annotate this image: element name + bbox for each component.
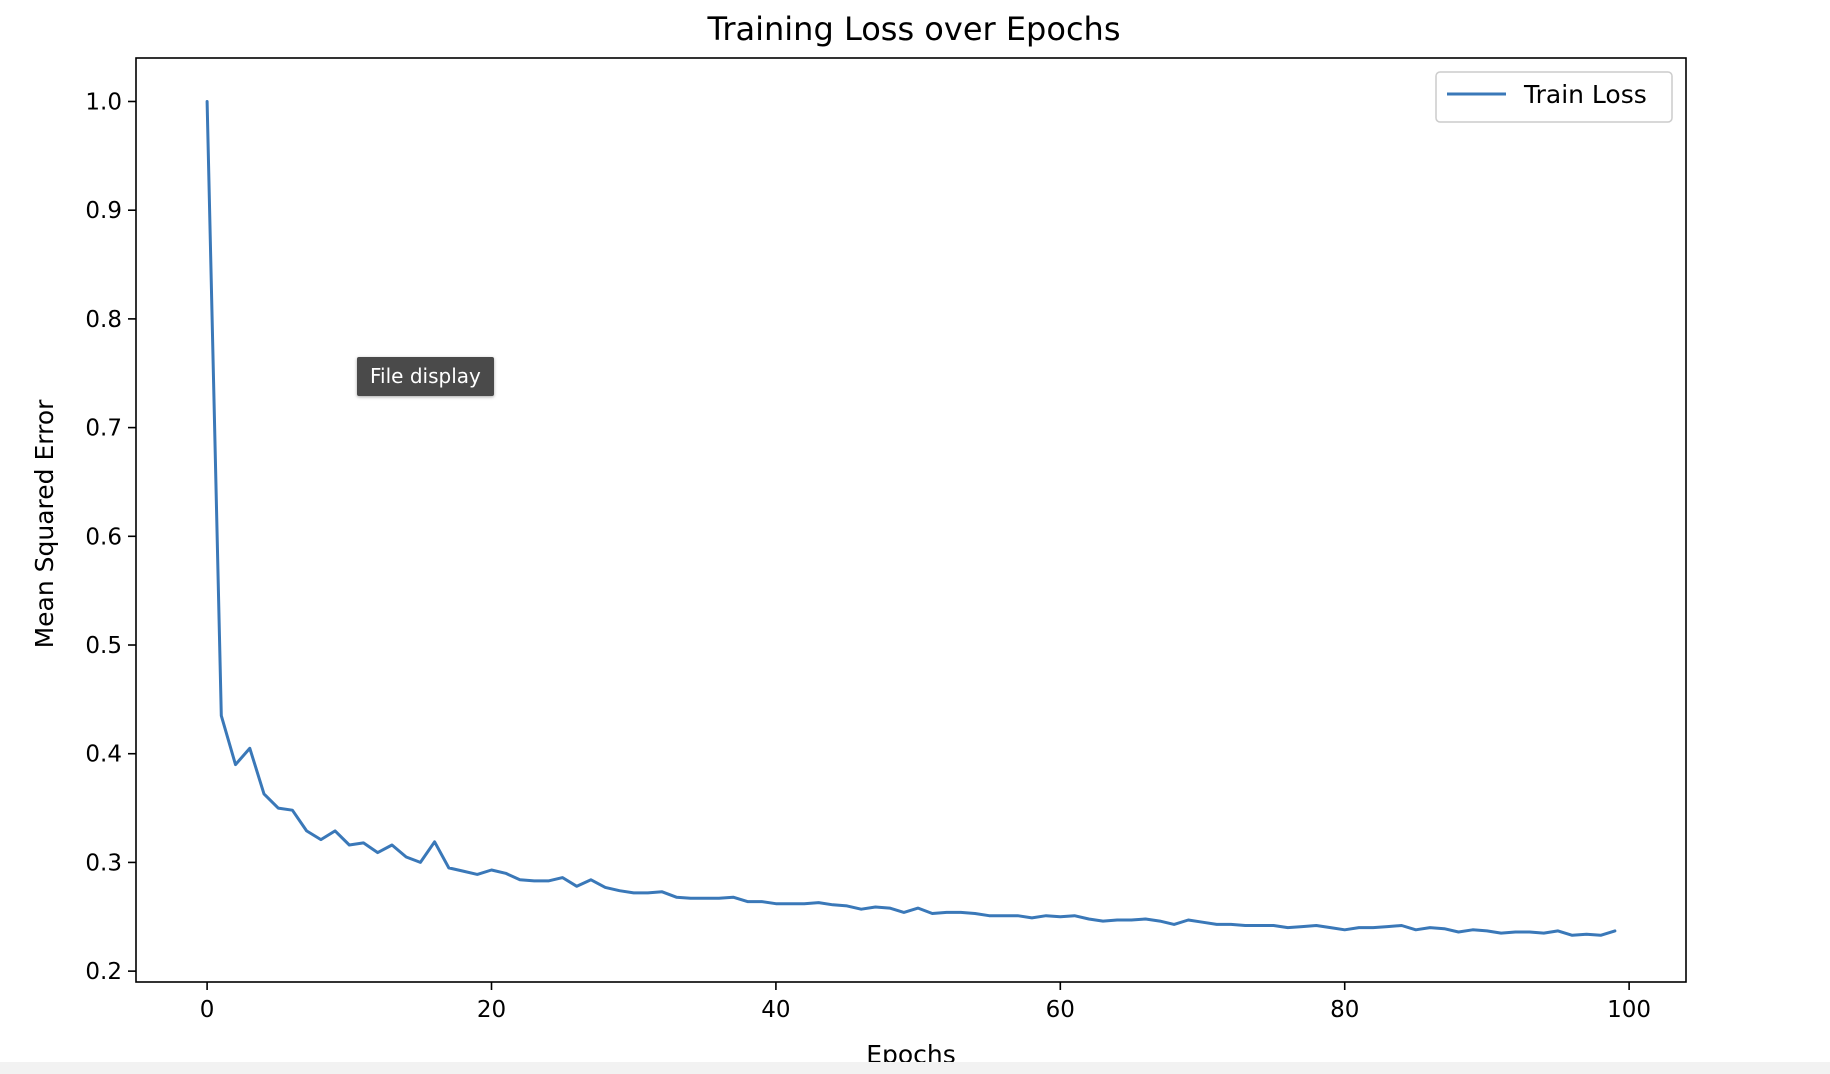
y-tick-label: 0.2: [85, 959, 122, 985]
legend: Train Loss: [1435, 71, 1673, 123]
file-display-tooltip: File display: [357, 357, 494, 396]
window-bottom-edge: [0, 1062, 1830, 1074]
y-axis-label: Mean Squared Error: [30, 399, 59, 649]
y-tick-label: 1.0: [85, 89, 122, 115]
x-tick-label: 80: [1330, 997, 1359, 1023]
y-tick-label: 0.6: [85, 524, 122, 550]
plot-area: [135, 57, 1687, 983]
x-tick-label: 100: [1607, 997, 1651, 1023]
legend-label: Train Loss: [1523, 80, 1647, 109]
legend-box: [1435, 71, 1673, 123]
x-tick-label: 40: [761, 997, 790, 1023]
x-tick-label: 20: [477, 997, 506, 1023]
y-tick-label: 0.9: [85, 198, 122, 224]
x-axis: 0 20 40 60 80 100: [200, 982, 1651, 1023]
y-axis: 0.2 0.3 0.4 0.5 0.6 0.7 0.8 0.9 1.0: [85, 89, 136, 985]
y-tick-label: 0.7: [85, 416, 122, 442]
y-tick-label: 0.8: [85, 307, 122, 333]
x-tick-label: 60: [1046, 997, 1075, 1023]
series-line-train-loss: [205, 100, 1617, 937]
y-tick-label: 0.5: [85, 633, 122, 659]
x-tick-label: 0: [200, 997, 215, 1023]
chart-title: Training Loss over Epochs: [707, 10, 1121, 48]
y-tick-label: 0.3: [85, 850, 122, 876]
y-tick-label: 0.4: [85, 742, 122, 768]
series-layer: [205, 100, 1617, 937]
